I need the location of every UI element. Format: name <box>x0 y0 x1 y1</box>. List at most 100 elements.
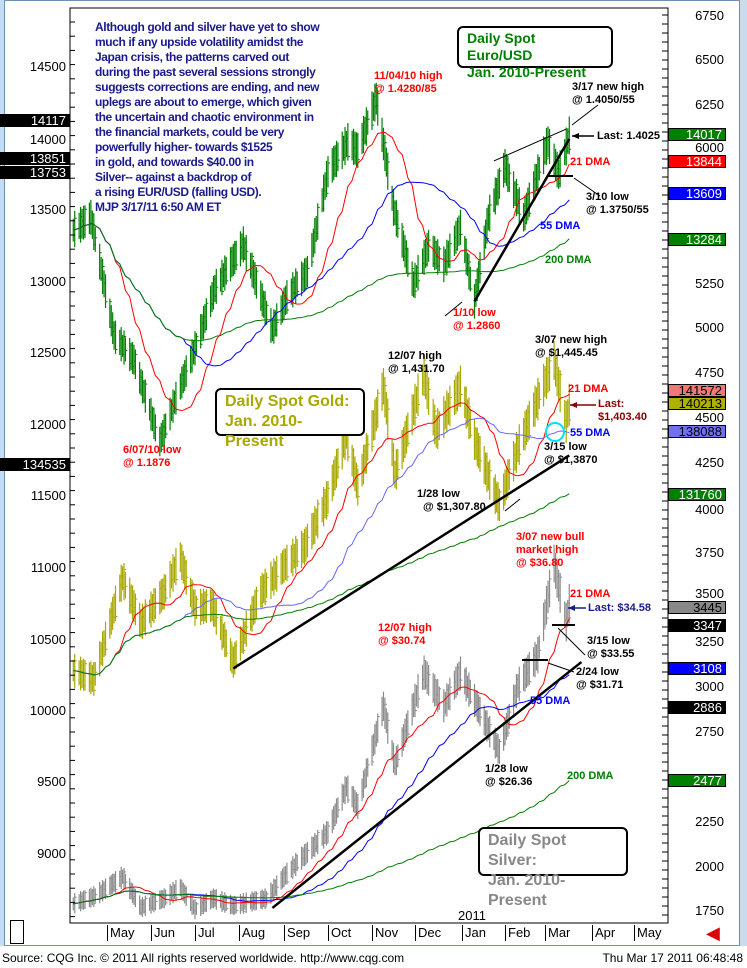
annotation-silver-200dma: 200 DMA <box>567 770 614 782</box>
x-tick-label: Jun <box>151 925 175 941</box>
pointer-arrow <box>557 627 586 656</box>
annotation-eur-high: 11/04/10 high @ 1.4280/85 <box>374 70 443 95</box>
annotation-silver-high: 3/07 new bull market high @ $36.80 <box>516 531 585 569</box>
right-axis-tick: 4750 <box>695 365 724 380</box>
ma-line-200 <box>73 223 570 342</box>
x-tick-label: Jan <box>462 925 486 941</box>
arrow-head-icon <box>572 133 579 139</box>
annotation-eur-21dma: 21 DMA <box>570 156 611 168</box>
year-label: 2011 <box>458 908 486 923</box>
arrow-head-icon <box>570 402 577 408</box>
gold-title-box: Daily Spot Gold: Jan. 2010-Present <box>215 388 365 450</box>
scroll-left-arrow-icon[interactable]: ◀ <box>706 923 720 943</box>
right-price-marker: 3347 <box>668 619 726 632</box>
right-axis-tick: 3500 <box>695 586 724 601</box>
annotation-silver-55dma: 55 DMA <box>530 695 571 707</box>
right-price-marker: 13609 <box>668 187 726 200</box>
right-price-marker: 13844 <box>668 155 726 168</box>
annotation-gold-last: Last: $1,403.40 <box>598 398 647 423</box>
trendline <box>473 138 571 302</box>
annotation-gold-low128: 1/28 low @ $1,307.80 <box>417 488 486 513</box>
timestamp: Thu Mar 17 2011 06:48:48 <box>602 951 743 965</box>
annotation-eur-low607: 6/07/10 low @ 1.1876 <box>123 444 182 469</box>
right-axis-tick: 2750 <box>695 724 724 739</box>
left-axis-tick: 12000 <box>29 417 66 432</box>
euro-title-box: Daily Spot Euro/USD Jan. 2010-Present <box>457 26 613 80</box>
ma-line-21 <box>73 131 570 411</box>
x-tick-label: Jul <box>195 925 215 941</box>
ma-line-200 <box>73 493 570 676</box>
right-axis-tick: 2000 <box>695 859 724 874</box>
left-axis-tick: 12500 <box>29 345 66 360</box>
x-tick-label: Apr <box>592 925 615 941</box>
x-tick-label: Dec <box>415 925 441 941</box>
right-axis-tick: 5250 <box>695 276 724 291</box>
right-axis-tick: 6000 <box>695 140 724 155</box>
right-axis-tick: 3750 <box>695 545 724 560</box>
right-axis-tick: 6250 <box>695 97 724 112</box>
annotation-gold-new-high: 3/07 new high @ $1,445.45 <box>535 334 608 359</box>
right-axis-tick: 4000 <box>695 502 724 517</box>
right-axis-tick: 4500 <box>695 410 724 425</box>
arrow-head-icon <box>568 605 575 611</box>
corner-box[interactable] <box>10 920 24 944</box>
right-axis-tick: 2250 <box>695 814 724 829</box>
right-axis-tick: 6750 <box>695 8 724 23</box>
x-tick-label: Sep <box>284 925 310 941</box>
status-bar: Source: CQG Inc. © 2011 All rights reser… <box>0 948 747 968</box>
left-price-marker: 134535 <box>0 458 70 471</box>
annotation-silver-low128: 1/28 low @ $26.36 <box>485 763 533 788</box>
highlight-circle <box>545 422 565 442</box>
annotation-gold-21dma: 21 DMA <box>568 383 609 395</box>
trendline <box>493 128 567 162</box>
price-chart <box>69 7 669 924</box>
right-price-marker: 2886 <box>668 701 726 714</box>
right-price-marker: 141572 <box>668 384 726 397</box>
annotation-silver-high1207: 12/07 high @ $30.74 <box>378 622 432 647</box>
x-tick-label: Nov <box>372 925 398 941</box>
right-price-marker: 140213 <box>668 397 726 410</box>
annotation-silver-21dma: 21 DMA <box>570 588 611 600</box>
x-tick-label: May <box>107 925 135 941</box>
ma-line-21 <box>73 393 570 676</box>
annotation-silver-last: Last: $34.58 <box>588 602 651 614</box>
left-axis-tick: 11000 <box>30 560 66 575</box>
right-price-marker: 3445 <box>668 601 726 614</box>
left-axis-tick: 14000 <box>29 132 66 147</box>
left-price-marker: 13851 <box>0 152 70 165</box>
commentary-text: Although gold and silver have yet to sho… <box>95 20 320 214</box>
pointer-arrow <box>504 498 521 512</box>
annotation-silver-low315: 3/15 low @ $33.55 <box>587 635 635 660</box>
left-axis-tick: 10000 <box>29 703 66 718</box>
silver-title-box: Daily Spot Silver: Jan. 2010-Present <box>478 827 628 909</box>
x-tick-label: May <box>634 925 662 941</box>
trendline <box>232 454 570 670</box>
right-price-marker: 131760 <box>668 488 726 501</box>
annotation-eur-low310: 3/10 low @ 1.3750/55 <box>586 191 649 216</box>
right-price-marker: 3108 <box>668 662 726 675</box>
annotation-eur-low110: 1/10 low @ 1.2860 <box>453 307 501 332</box>
left-price-marker: 13753 <box>0 166 70 179</box>
annotation-eur-55dma: 55 DMA <box>540 220 581 232</box>
annotation-gold-low315: 3/15 low @ $1,3870 <box>544 441 598 466</box>
annotation-eur-last: Last: 1.4025 <box>597 130 660 142</box>
right-price-marker: 14017 <box>668 128 726 141</box>
annotation-silver-low224: 2/24 low @ $31.71 <box>576 666 624 691</box>
source-text: Source: CQG Inc. © 2011 All rights reser… <box>2 951 405 965</box>
right-price-marker: 2477 <box>668 774 726 787</box>
right-axis-tick: 4250 <box>695 455 724 470</box>
left-axis-tick: 14500 <box>29 59 66 74</box>
pointer-arrow <box>571 104 599 126</box>
right-price-marker: 13284 <box>668 233 726 246</box>
annotation-gold-high1207: 12/07 high @ 1,431.70 <box>388 350 445 375</box>
annotation-gold-55dma: 55 DMA <box>570 427 611 439</box>
annotation-eur-new-high: 3/17 new high @ 1.4050/55 <box>572 81 645 106</box>
right-axis-tick: 5000 <box>695 320 724 335</box>
left-axis-tick: 9500 <box>37 774 66 789</box>
x-tick-label: Aug <box>239 925 265 941</box>
x-tick-label: Mar <box>545 925 570 941</box>
right-axis-tick: 1750 <box>695 903 724 918</box>
left-axis-tick: 11500 <box>30 488 66 503</box>
pointer-arrow <box>547 662 575 673</box>
right-axis-tick: 6500 <box>695 52 724 67</box>
